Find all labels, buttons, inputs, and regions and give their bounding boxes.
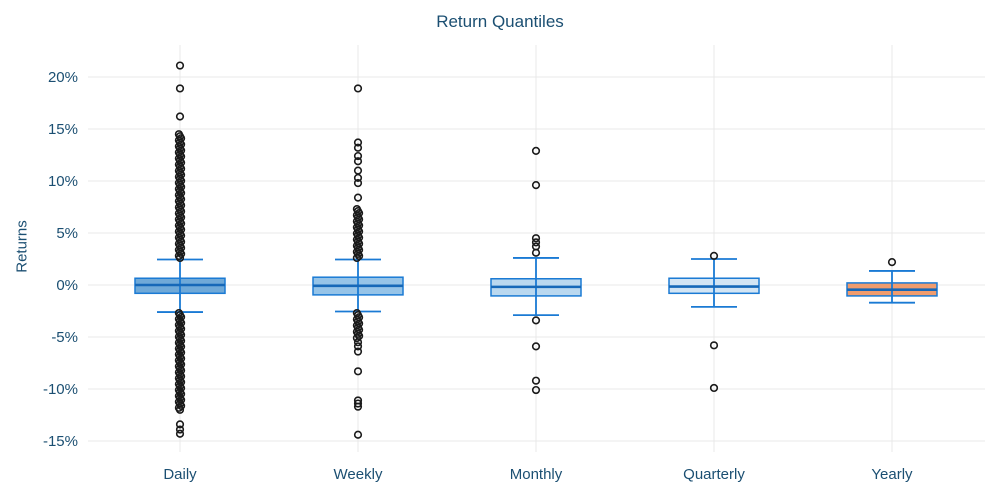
y-tick-label: 5% <box>56 225 78 242</box>
outlier-point-monthly <box>531 376 541 385</box>
outlier-point-daily <box>177 401 186 410</box>
outlier-point-weekly <box>353 430 363 439</box>
outlier-point-quarterly <box>709 341 719 350</box>
outlier-point-monthly <box>531 248 541 257</box>
outlier-point-monthly <box>531 238 541 247</box>
outlier-point-daily <box>175 112 185 121</box>
x-category-label: Weekly <box>334 466 383 483</box>
outlier-point-weekly <box>353 402 363 411</box>
y-tick-label: -15% <box>43 433 78 450</box>
y-tick-label: 20% <box>48 69 78 86</box>
y-tick-label: 15% <box>48 121 78 138</box>
outlier-point-weekly <box>353 338 363 347</box>
outlier-point-monthly <box>531 234 541 243</box>
outlier-point-weekly <box>353 173 363 182</box>
x-category-label: Yearly <box>871 466 913 483</box>
outlier-point-weekly <box>353 367 363 376</box>
chart-title: Return Quantiles <box>436 12 564 31</box>
y-tick-label: 0% <box>56 277 78 294</box>
outlier-point-monthly <box>531 342 541 351</box>
outlier-point-weekly <box>353 84 363 93</box>
outlier-point-daily <box>175 405 185 414</box>
outlier-point-weekly <box>355 251 364 261</box>
y-tick-label: -5% <box>51 329 78 346</box>
outlier-point-weekly <box>353 342 363 351</box>
x-category-label: Daily <box>163 466 197 483</box>
outlier-point-weekly <box>353 193 363 202</box>
outlier-point-daily <box>175 425 185 434</box>
outlier-point-weekly <box>353 157 363 166</box>
outlier-point-weekly <box>353 138 363 147</box>
outlier-point-weekly <box>353 151 363 161</box>
outlier-point-weekly <box>353 399 363 408</box>
x-category-label: Monthly <box>510 466 563 483</box>
outlier-point-weekly <box>352 333 362 343</box>
outlier-point-yearly <box>887 258 897 267</box>
y-tick-label: -10% <box>43 381 78 398</box>
outlier-point-daily <box>175 61 185 70</box>
outlier-point-daily <box>175 253 185 263</box>
outlier-point-weekly <box>352 253 362 263</box>
outlier-point-monthly <box>531 385 541 395</box>
x-category-label: Quarterly <box>683 466 745 483</box>
outlier-point-weekly <box>353 178 363 188</box>
outlier-point-daily <box>175 429 185 438</box>
outlier-point-daily <box>175 84 185 93</box>
y-tick-label: 10% <box>48 173 78 190</box>
outlier-point-quarterly <box>709 383 719 393</box>
outlier-point-monthly <box>531 316 541 325</box>
outlier-point-weekly <box>353 347 363 356</box>
outlier-point-quarterly <box>709 251 719 260</box>
outlier-point-daily <box>177 249 186 259</box>
outlier-point-daily <box>175 420 185 429</box>
outlier-point-weekly <box>353 143 363 152</box>
y-axis-title: Returns <box>13 220 31 273</box>
outlier-point-monthly <box>531 181 541 190</box>
outlier-point-monthly <box>531 146 541 155</box>
